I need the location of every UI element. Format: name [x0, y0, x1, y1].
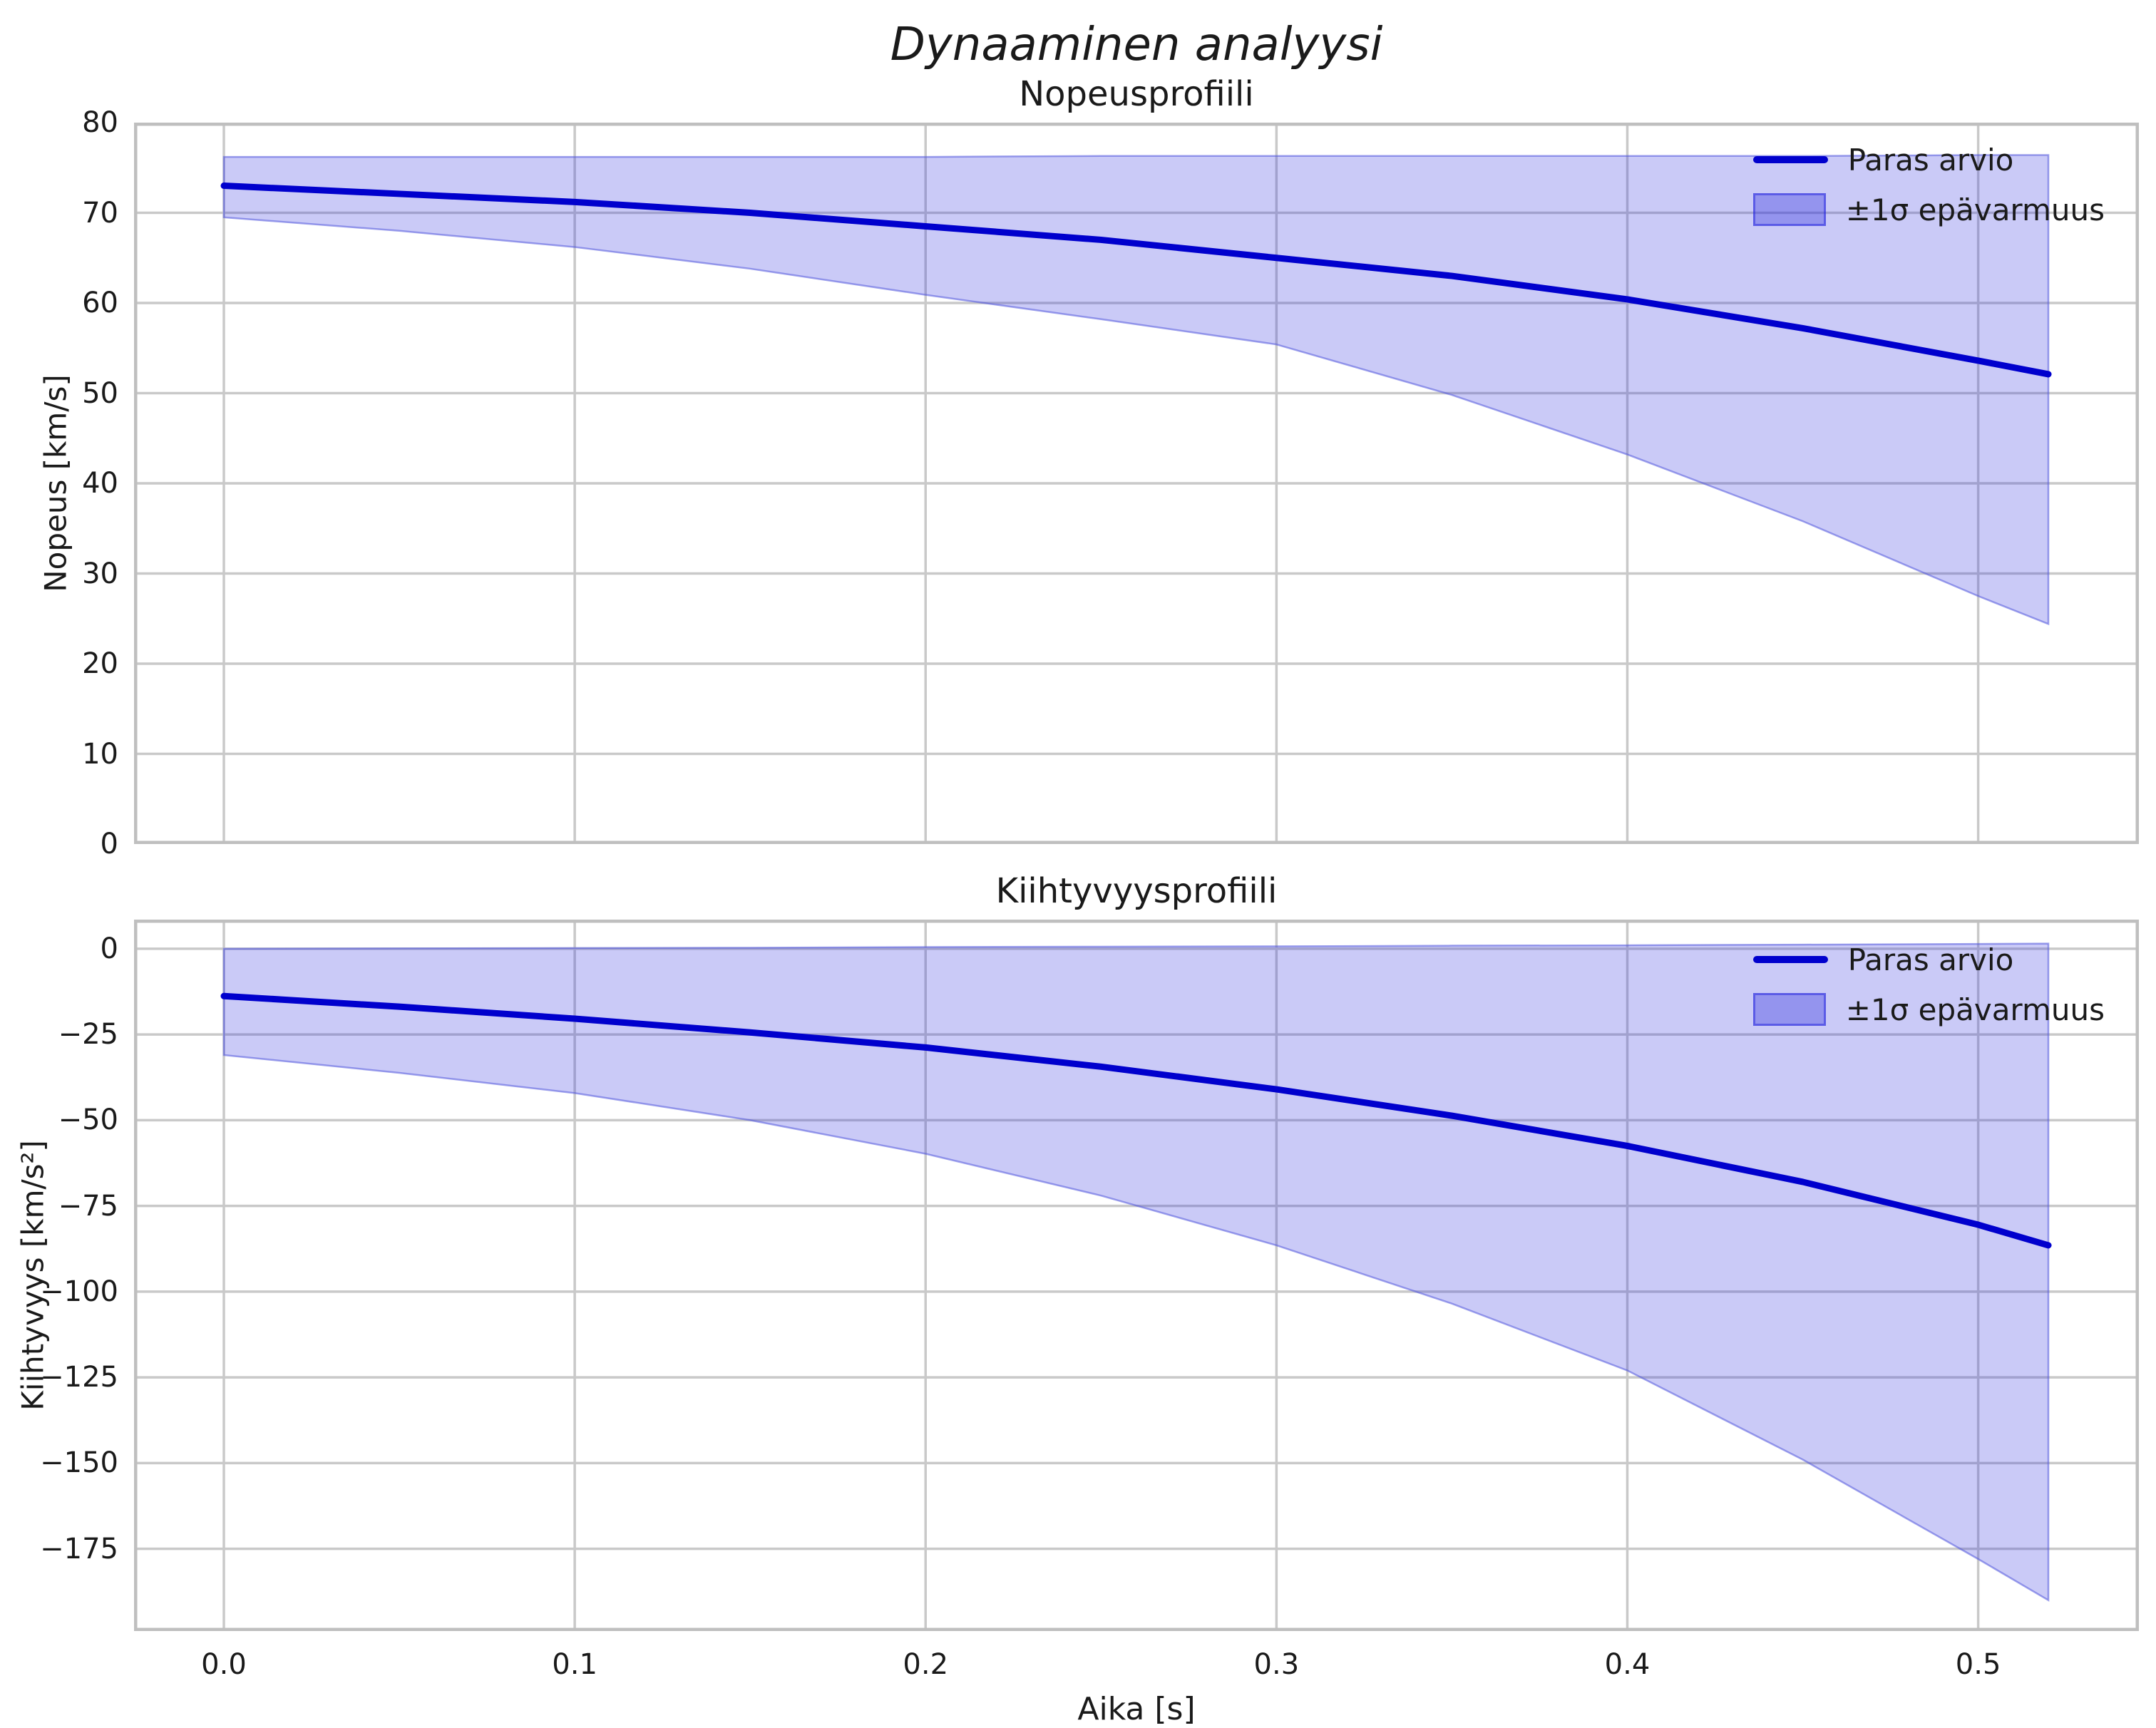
best-estimate-line — [220, 182, 2052, 378]
x-tick-label: 0.5 — [1955, 1648, 2001, 1681]
legend-label: ±1σ epävarmuus — [1845, 992, 2105, 1027]
y-tick-label: 30 — [82, 557, 118, 590]
subplot-acceleration-plot-area — [134, 920, 2139, 1631]
y-tick-label: 20 — [82, 647, 118, 680]
legend-line-sample — [1752, 156, 1828, 163]
figure-title: Dynaaminen analyysi — [890, 19, 1383, 71]
y-tick-label: 80 — [82, 106, 118, 139]
best-estimate-line — [220, 992, 2052, 1249]
subplot-velocity-legend: Paras arvio ±1σ epävarmuus — [1752, 140, 2105, 230]
y-tick-label: 10 — [82, 737, 118, 771]
y-tick-label: −100 — [40, 1275, 118, 1308]
y-tick-label: 0 — [100, 932, 118, 965]
legend-label: Paras arvio — [1847, 942, 2014, 977]
axes-spines — [134, 920, 2139, 1631]
uncertainty-band — [222, 154, 2050, 626]
uncertainty-band — [222, 942, 2050, 1602]
legend-entry-uncertainty: ±1σ epävarmuus — [1752, 989, 2105, 1029]
legend-entry-uncertainty: ±1σ epävarmuus — [1752, 190, 2105, 230]
x-tick-label: 0.3 — [1253, 1648, 1300, 1681]
axes-spines — [134, 123, 2139, 844]
x-axis-label: Aika [s] — [1077, 1691, 1196, 1727]
legend-entry-best-estimate: Paras arvio — [1752, 940, 2105, 979]
y-tick-label: 0 — [100, 828, 118, 860]
x-tick-label: 0.1 — [552, 1648, 597, 1681]
x-tick-label: 0.4 — [1604, 1648, 1651, 1681]
x-tick-label: 0.2 — [903, 1648, 949, 1681]
y-tick-label: −75 — [58, 1189, 118, 1223]
y-tick-label: −125 — [40, 1361, 118, 1394]
y-tick-label: −150 — [40, 1446, 118, 1480]
y-tick-label: −175 — [40, 1532, 118, 1565]
y-tick-label: 70 — [82, 196, 118, 230]
legend-label: Paras arvio — [1847, 142, 2014, 178]
subplot-acceleration-title: Kiihtyvyysprofiili — [995, 871, 1278, 911]
legend-entry-best-estimate: Paras arvio — [1752, 140, 2105, 180]
legend-patch-sample — [1752, 193, 1826, 226]
legend-patch-sample — [1752, 993, 1826, 1026]
y-tick-label: 50 — [82, 376, 118, 410]
legend-label: ±1σ epävarmuus — [1845, 192, 2105, 227]
y-tick-label: 40 — [82, 467, 118, 500]
x-tick-label: 0.0 — [201, 1648, 247, 1681]
subplot-velocity-plot-area — [134, 123, 2139, 844]
y-tick-label: 60 — [82, 287, 118, 319]
y-tick-label: −50 — [58, 1104, 118, 1137]
legend-line-sample — [1752, 956, 1828, 963]
subplot-acceleration-legend: Paras arvio ±1σ epävarmuus — [1752, 940, 2105, 1029]
y-tick-label: −25 — [58, 1018, 118, 1051]
subplot-velocity-title: Nopeusprofiili — [1019, 74, 1254, 114]
